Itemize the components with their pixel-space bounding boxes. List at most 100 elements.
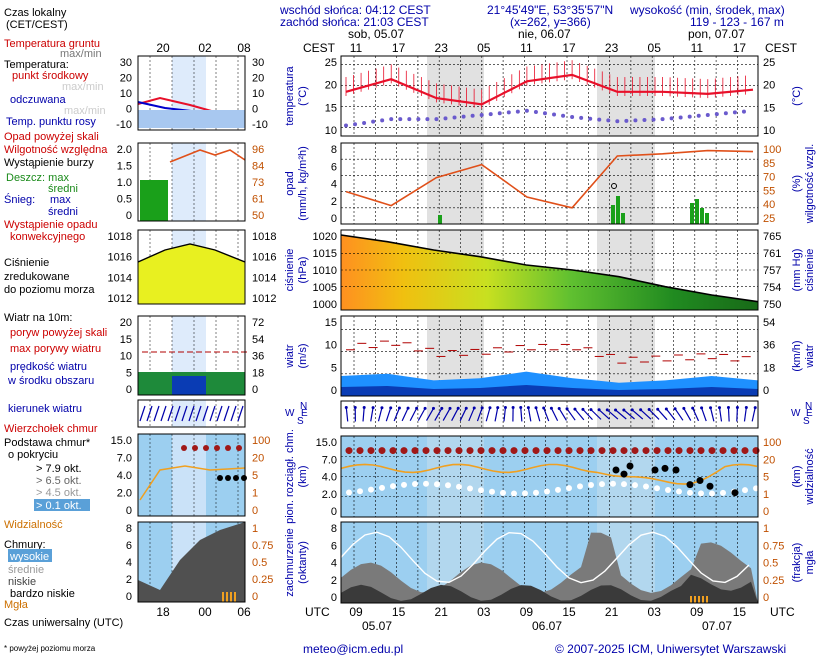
legend-high-bg: [8, 549, 52, 562]
tick-right-cover: 0.25: [763, 575, 784, 587]
wind-arrow: [442, 408, 451, 421]
mini-frame: [137, 521, 246, 603]
wind-arrow-head: [581, 407, 585, 411]
hour-bottom: 09: [349, 605, 363, 619]
cloud-base-dot: [599, 481, 605, 488]
dew-point: [678, 115, 683, 120]
dew-point: [570, 115, 575, 120]
legend-snow_mid: średni: [48, 206, 78, 218]
wind-arrow: [543, 407, 550, 422]
cloud-top-dot: [477, 447, 485, 455]
legend-mid: punkt środkowy: [12, 70, 89, 82]
cloud-base-dot: [687, 489, 693, 496]
wind-arrow-head: [673, 407, 677, 411]
legend-meteogram: [137, 55, 247, 603]
mini-cloud-base: [233, 475, 239, 481]
mini-tick-left: 6: [126, 540, 132, 552]
legend-snow_max: max: [50, 194, 71, 206]
mini-cloud-base: [217, 475, 223, 481]
rain-bar: [611, 205, 615, 224]
mini-cloud-top: [225, 445, 231, 451]
mini-frame: [137, 55, 246, 131]
tick-right-wind: 36: [763, 340, 775, 352]
wind-arrow: [692, 407, 700, 422]
mini-tick-right: 72: [252, 317, 264, 329]
wind-arrow-head: [691, 406, 695, 410]
wind-arrow-head: [709, 406, 713, 410]
cloud-top-dot: [554, 447, 562, 455]
day-top: nie, 06.07: [518, 27, 571, 41]
legend-okt5-bg: [34, 499, 90, 511]
mini-night: [172, 434, 206, 516]
mini-visibility: [139, 465, 246, 501]
tick-right-precip: 85: [763, 158, 775, 170]
wind-arrow-head: [573, 407, 577, 411]
mini-tick-left: 4: [126, 557, 132, 569]
mini-wind-arrow: [160, 405, 167, 422]
cloud-base-dark: [661, 464, 669, 472]
dew-point: [732, 110, 737, 115]
wind-arrow: [623, 409, 635, 420]
mini-tick-left: 4.0: [117, 470, 132, 482]
cloud-base-dot: [522, 490, 528, 497]
cloud-base-dark: [706, 482, 714, 490]
cloud-base-dark: [696, 477, 704, 485]
panel-precip: [341, 143, 758, 224]
legend-visibility: Widzialność: [4, 519, 63, 531]
mini-tick-right: 0: [252, 591, 258, 603]
legend-press3: do poziomu morza: [4, 284, 95, 296]
tick-right-cover: 0.75: [763, 540, 784, 552]
mini-tick-left: 2: [126, 574, 132, 586]
wind-arrow: [582, 408, 593, 421]
timezone-left: CEST: [303, 41, 336, 55]
wind-arrow-head: [549, 406, 553, 410]
mini-tick-left: 15.0: [111, 435, 132, 447]
legend-rain: Deszcz: max: [6, 172, 69, 184]
cloud-top-dot: [521, 447, 529, 455]
legend-maxmin: max/min: [60, 48, 102, 60]
legend-wind_mean1: prędkość wiatru: [10, 361, 87, 373]
wind-arrow: [574, 408, 585, 421]
mini-tick-right: 20: [252, 73, 264, 85]
dew-point: [579, 115, 584, 120]
mini-cloud-base: [225, 475, 231, 481]
dew-point: [524, 108, 529, 113]
cloud-base-dot: [412, 481, 418, 488]
compass-label: E: [806, 408, 813, 419]
mini-tick-right: 20: [252, 453, 264, 465]
tick-left-cloud: 2.0: [322, 489, 337, 501]
mini-tick-right: 0: [252, 505, 258, 517]
mini-wind-arrow: [237, 405, 244, 422]
mini-wind-night: [172, 376, 206, 395]
legend-gust_max: max porywy wiatru: [10, 343, 101, 355]
mini-tick-right: 1014: [252, 272, 276, 284]
footnote: * powyżej poziomu morza: [4, 644, 96, 653]
dew-point: [588, 116, 593, 121]
sunset-text: zachód słońca: 21:03 CEST: [280, 15, 429, 29]
mini-tick-right: 30: [252, 57, 264, 69]
wind-arrow: [598, 409, 610, 420]
cloud-top-dot: [422, 447, 430, 455]
mini-time-local: 02: [198, 41, 212, 55]
email-link[interactable]: meteo@icm.edu.pl: [303, 642, 404, 656]
compass-label: N: [300, 401, 307, 412]
dew-point: [633, 118, 638, 123]
day-bottom: 06.07: [532, 619, 562, 633]
cloud-top-dot: [532, 447, 540, 455]
tick-right-press: 757: [763, 265, 781, 277]
mini-tick-right: 1012: [252, 293, 276, 305]
wind-min-area: [341, 385, 758, 396]
title-left-press: ciśnienie: [284, 249, 296, 292]
cloud-top-dot: [455, 447, 463, 455]
tick-right-wind: 54: [763, 317, 775, 329]
mini-frame: [137, 433, 246, 517]
mini-tick-left: 0: [126, 384, 132, 396]
mini-tick-right: 61: [252, 194, 264, 206]
mini-tick-right: 1: [252, 523, 258, 535]
cloud-base-dot: [533, 489, 539, 496]
wind-arrow-head: [682, 406, 686, 410]
tick-left-precip: 0: [331, 213, 337, 225]
hour-bottom: 15: [733, 605, 747, 619]
fog-bar: [702, 596, 704, 603]
